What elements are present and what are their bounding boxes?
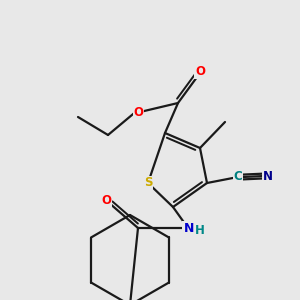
Text: N: N (262, 169, 272, 182)
Text: S: S (144, 176, 152, 190)
Text: C: C (234, 170, 242, 184)
Text: O: O (195, 65, 205, 78)
Text: O: O (134, 106, 143, 118)
Text: H: H (195, 224, 205, 237)
Text: O: O (101, 194, 112, 207)
Text: N: N (183, 221, 194, 235)
